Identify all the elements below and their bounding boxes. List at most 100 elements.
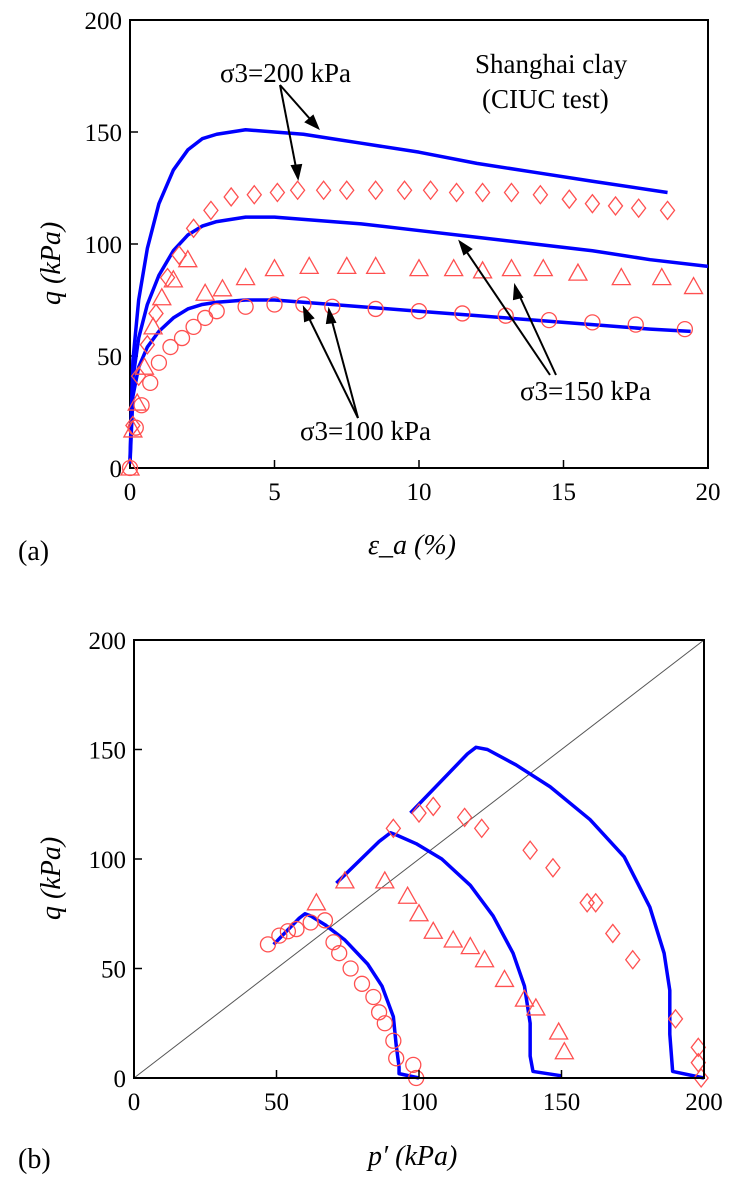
y-tick-label: 100: [85, 232, 123, 259]
simulation-line: [335, 830, 562, 1078]
circle-marker: [331, 945, 348, 962]
annotation-sigma3-200: σ3=200 kPa: [220, 58, 351, 88]
circle-marker: [133, 397, 150, 414]
x-tick-label: 100: [400, 1089, 438, 1116]
x-tick-label: 15: [551, 479, 576, 506]
x-tick-label: 0: [124, 479, 137, 506]
x-axis-label-b: p′ (kPa): [366, 1141, 457, 1172]
circle-marker: [173, 329, 191, 347]
circle-marker: [185, 318, 202, 336]
diamond-marker: [456, 807, 473, 828]
x-axis-label-a: ε_a (%): [368, 530, 456, 561]
y-tick-label: 150: [89, 738, 127, 765]
triangle-marker: [306, 892, 327, 911]
circle-marker: [266, 296, 283, 313]
circle-marker: [142, 374, 159, 392]
triangle-marker: [474, 949, 495, 968]
annotation-sigma3-150: σ3=150 kPa: [520, 376, 651, 406]
diamond-marker: [422, 180, 439, 201]
diamond-marker: [667, 1008, 684, 1029]
triangle-marker: [334, 870, 356, 889]
diamond-marker: [584, 193, 601, 214]
triangle-marker: [443, 258, 464, 277]
circle-marker: [627, 316, 644, 333]
diamond-marker: [522, 840, 538, 861]
diamond-marker: [690, 1037, 707, 1058]
arrow-150-b: [514, 285, 557, 376]
triangle-marker: [533, 258, 554, 277]
panel-b: 0 50 100 150 200 0 50 100 150 200 (b) p′ (kPa) q …: [18, 628, 723, 1175]
simulation-line: [272, 912, 420, 1080]
series-group-a: [119, 128, 709, 477]
chart-title-line1: Shanghai clay: [475, 49, 628, 79]
triangle-marker: [554, 1041, 575, 1060]
panel-label-a: (a): [18, 536, 49, 567]
diamond-marker: [338, 180, 355, 201]
diamond-marker: [223, 186, 239, 208]
circle-marker: [540, 312, 558, 329]
triangle-marker: [460, 936, 481, 955]
circle-marker: [150, 354, 168, 371]
circle-marker: [376, 1015, 393, 1032]
triangle-marker: [494, 969, 515, 988]
circle-marker: [385, 1032, 402, 1049]
simulation-line: [128, 215, 709, 462]
circle-marker: [584, 314, 601, 331]
circle-marker: [410, 303, 428, 320]
triangle-marker: [397, 885, 418, 904]
diamond-marker: [139, 334, 156, 355]
diamond-marker: [396, 180, 413, 201]
diamond-marker: [125, 415, 141, 436]
circle-marker: [370, 1004, 388, 1021]
triangle-marker: [143, 316, 164, 335]
circle-marker: [388, 1050, 405, 1067]
series-group-b: [259, 745, 709, 1089]
y-axis-label-b: q (kPa): [36, 837, 67, 920]
diamond-marker: [473, 818, 490, 839]
circle-marker: [279, 923, 297, 940]
diamond-marker: [367, 180, 384, 201]
y-tick-label: 200: [89, 628, 127, 655]
diamond-marker: [385, 818, 402, 839]
triangle-marker: [525, 997, 546, 1016]
arrow-150-a: [459, 241, 551, 376]
triangle-marker: [127, 392, 148, 411]
triangle-marker: [548, 1021, 569, 1040]
x-tick-label: 200: [685, 1089, 723, 1116]
y-tick-label: 200: [85, 8, 123, 35]
diamond-marker: [159, 267, 176, 288]
triangle-marker: [408, 903, 430, 922]
circle-marker: [316, 912, 334, 929]
diamond-marker: [545, 857, 561, 878]
diamond-marker: [693, 1067, 709, 1089]
diamond-marker: [561, 189, 578, 210]
diamond-marker: [425, 796, 442, 817]
x-tick-label: 0: [128, 1089, 141, 1116]
simulation-line: [409, 745, 705, 1080]
arrowhead-150-a: [458, 239, 473, 256]
reference-line: [133, 639, 705, 1079]
circle-marker: [162, 338, 179, 356]
diamond-marker: [630, 198, 647, 219]
y-tick-label: 50: [97, 344, 122, 371]
diamond-marker: [587, 892, 604, 913]
triangle-marker: [683, 276, 704, 295]
circle-marker: [288, 920, 305, 938]
triangle-marker: [514, 988, 535, 1007]
circle-marker: [271, 927, 288, 944]
chart-title-line2: (CIUC test): [482, 84, 609, 114]
diamond-marker: [246, 184, 263, 205]
triangle-marker: [501, 258, 522, 277]
triangle-marker: [264, 258, 285, 277]
diamond-marker: [579, 892, 595, 913]
circle-marker: [259, 936, 277, 953]
diamond-marker: [130, 366, 147, 387]
triangle-marker: [177, 249, 198, 268]
diamond-marker: [659, 200, 676, 221]
arrowhead-100-a: [302, 305, 315, 323]
triangle-marker: [212, 278, 233, 297]
triangle-marker: [336, 256, 357, 275]
simulation-line: [128, 298, 691, 464]
triangle-marker: [365, 256, 386, 275]
